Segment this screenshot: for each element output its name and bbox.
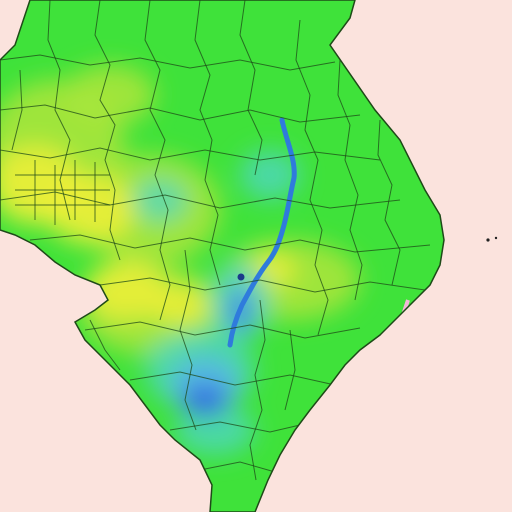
map-dot: [494, 236, 498, 240]
city-marker[interactable]: [237, 273, 245, 281]
land-area: [0, 0, 444, 512]
river: [227, 117, 297, 348]
state-outline: [0, 0, 445, 512]
map-dot: [486, 238, 490, 242]
county-boundaries: [0, 0, 431, 481]
